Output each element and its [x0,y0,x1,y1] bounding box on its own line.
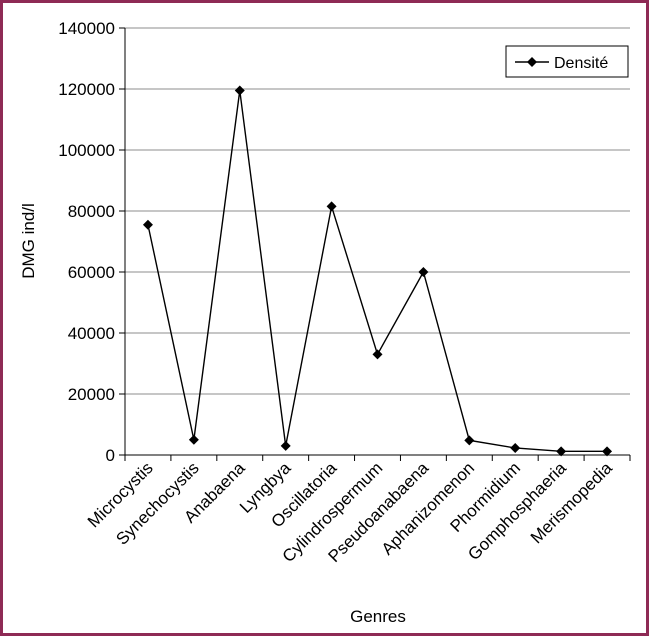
data-point-marker [280,440,291,451]
series-layer [142,85,613,457]
x-tick-label: Merismopedia [527,458,616,547]
y-tick-label: 100000 [58,141,115,160]
x-tick-labels: MicrocystisSynechocystisAnabaenaLyngbyaO… [84,458,616,566]
data-point-marker [326,201,337,212]
y-tick-label: 20000 [68,385,115,404]
x-axis-title: Genres [350,607,406,626]
y-tick-label: 140000 [58,19,115,38]
data-point-marker [556,446,567,457]
data-point-marker [510,442,521,453]
legend-diamond-marker [527,57,537,67]
legend: Densité [505,45,629,78]
y-tick-labels: 0 20000 40000 60000 80000 100000 120000 140000 [58,19,115,465]
y-tick-label: 120000 [58,80,115,99]
grid-lines [125,27,630,395]
data-point-marker [464,435,475,446]
data-point-marker [188,434,199,445]
data-point-marker [602,446,613,457]
data-point-marker [372,349,383,360]
axes [119,27,631,461]
y-tick-label: 60000 [68,263,115,282]
y-tick-label: 40000 [68,324,115,343]
line-chart: 020000400006000080000100000120000140000 … [19,19,631,626]
data-point-marker [234,85,245,96]
y-axis-title: DMG ind/l [19,203,38,279]
data-point-marker [142,219,153,230]
data-point-marker [418,267,429,277]
legend-label: Densité [554,55,608,72]
y-tick-label: 80000 [68,202,115,221]
y-tick-label: 0 [106,446,115,465]
series-line [147,90,608,453]
